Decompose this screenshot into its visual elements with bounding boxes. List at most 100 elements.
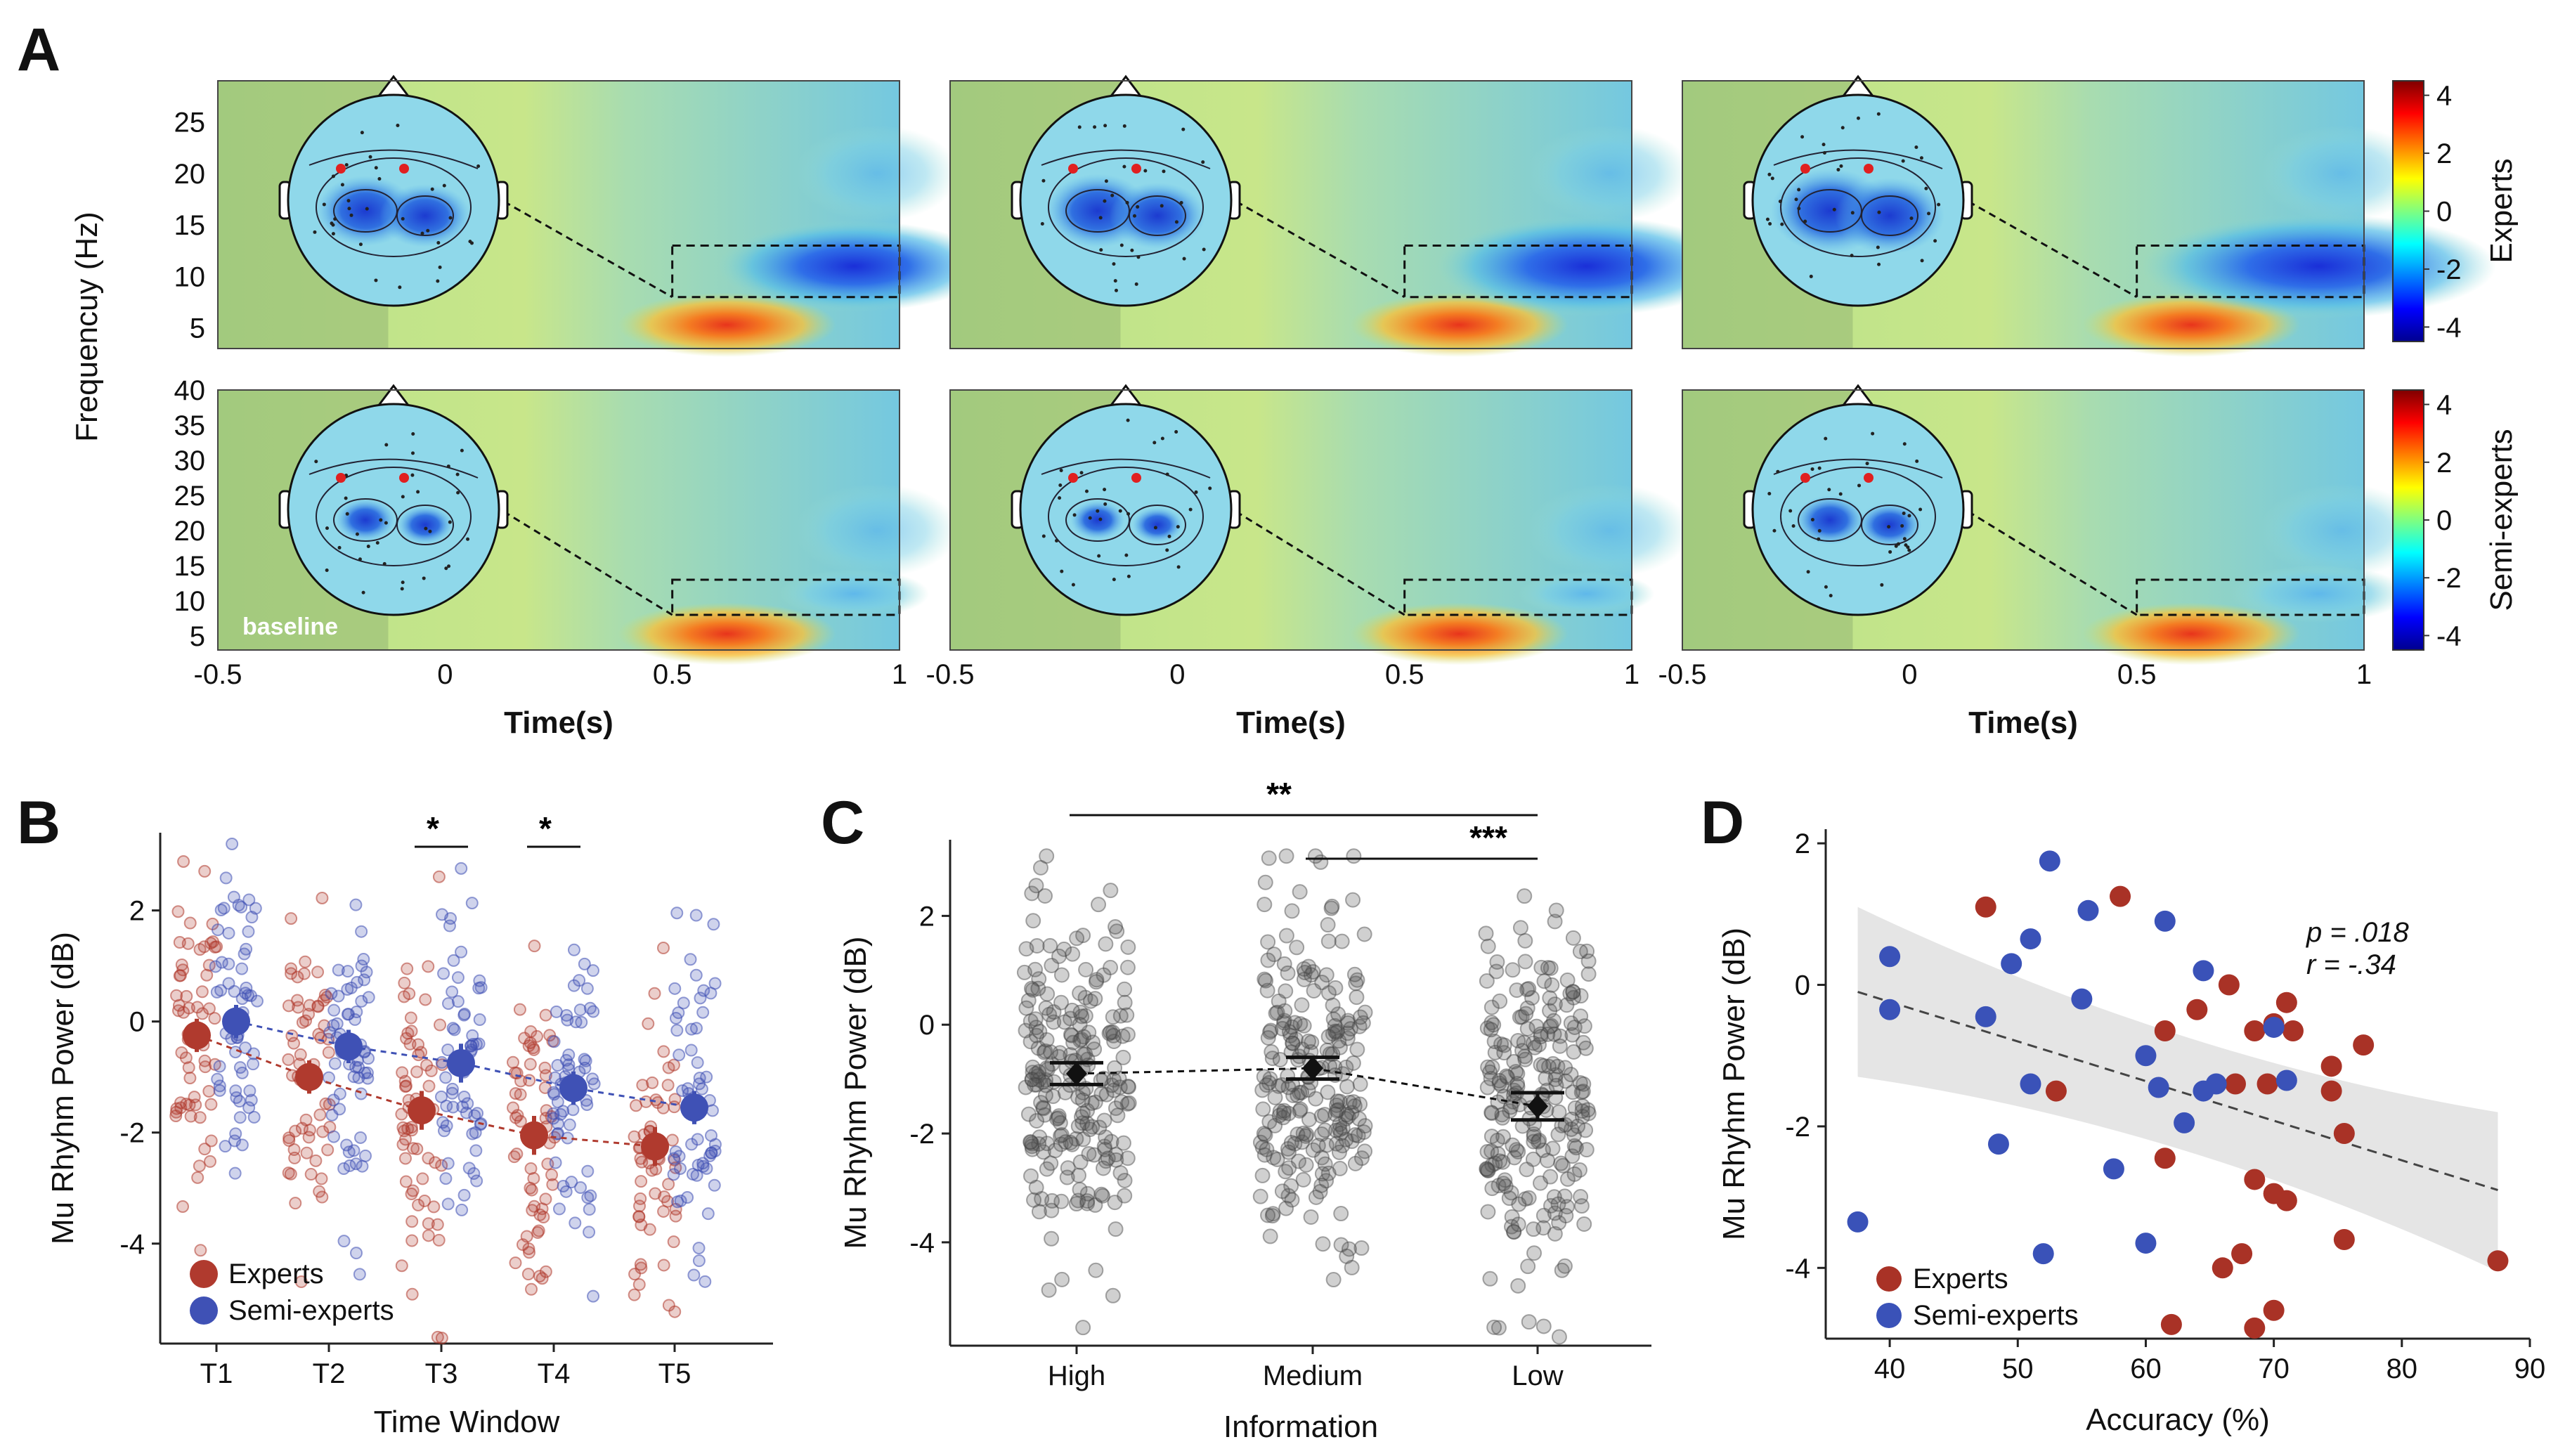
panel-c-dot [1580,1102,1596,1118]
panel-b-dot [562,1058,576,1072]
panel-b-dot [333,1103,346,1116]
panel-c-dot [1547,1205,1563,1221]
panel-d-point [2275,1070,2297,1091]
panel-b-dot [309,1154,323,1167]
panel-c-dot [1266,1150,1282,1166]
panel-c-dot [1044,1230,1060,1247]
panel-c-dot [1487,1155,1503,1171]
panel-b-dot [311,966,325,979]
panel-c-dot [1039,1032,1055,1048]
topo-electrode [1194,490,1198,494]
colorbar-tick: 0 [2436,505,2452,536]
panel-b-xtick: T2 [313,1358,346,1389]
panel-b-dot [658,1190,671,1204]
panel-b-dot [551,1117,564,1131]
panel-c-dot [1287,1015,1303,1031]
panel-c-dot [1483,1143,1500,1159]
panel-c-dot [1051,1108,1067,1124]
topo-electrode [1176,565,1181,569]
panel-b-dot [708,1145,722,1158]
panel-c-sig-star: *** [1469,819,1507,856]
topo-electrode [1060,569,1064,573]
panel-c-dot [1333,1206,1349,1222]
tf-mu-blob [1436,216,1736,317]
topo-electrode [1918,507,1923,512]
tf-beta-blob [795,125,959,222]
panel-d-point [2275,1190,2297,1211]
topo-electrode [1824,585,1828,589]
tf-xtick: 0.5 [1385,659,1424,690]
topo-electrode [1827,488,1831,492]
panel-c-dot [1053,1128,1069,1144]
panel-b-dot [183,916,197,930]
panel-b-dot [288,1151,301,1164]
tf-xtick: 0 [1169,659,1185,690]
panel-c-dot [1056,941,1072,957]
panel-c-dot [1072,1154,1089,1170]
panel-d-point [2487,1250,2509,1272]
panel-c-dot [1278,848,1294,864]
panel-b-dot [209,960,222,973]
panel-d-xtick: 70 [2258,1353,2290,1384]
topo-contour [1048,467,1204,566]
panel-c-dot [1027,1077,1043,1093]
panel-c-dot [1480,1162,1496,1178]
panel-b-dot [321,1143,335,1157]
panel-d-annotation-p: p = .018 [2306,917,2409,948]
panel-c-dot [1282,1027,1299,1044]
panel-c-dot [1509,1065,1526,1081]
panel-c-dot [1086,1041,1103,1058]
panel-c-dot [1576,1034,1592,1051]
panel-c-dot [1255,1101,1271,1117]
panel-c-dot [1497,1172,1513,1188]
panel-c-dot [1049,1111,1065,1127]
panel-c-dot [1519,982,1535,998]
topo-electrode [1822,150,1826,155]
topo-electrode [1896,542,1900,546]
panel-c-dot [1292,1016,1309,1032]
panel-c-dot [1334,933,1350,949]
panel-c-dot [1276,1013,1292,1029]
topo-electrode [1160,436,1164,441]
panel-b-dot [465,897,479,910]
panel-b-dot [662,1061,675,1074]
panel-c-dot [1081,1025,1097,1041]
topo-electrode [1909,216,1914,221]
panel-c-dot [1552,1028,1569,1044]
panel-c-dot [1028,1027,1044,1044]
panel-c-dot [1261,850,1277,866]
panel-d-point [2154,1020,2176,1041]
panel-b-dot [193,1159,206,1173]
topo-nose [377,74,410,98]
panel-d-point [2263,1016,2285,1038]
panel-c-dot [1052,1045,1068,1061]
panel-c-dot [1031,1204,1047,1220]
panel-b-dot [242,1101,256,1114]
panel-c-dot [1573,1008,1589,1025]
panel-c-dot [1489,1132,1505,1148]
topo-connector [1947,188,2138,299]
panel-b-dot [563,1118,576,1131]
topo-electrode [382,561,387,566]
panel-d-point [2244,1169,2266,1190]
panel-c-dot [1121,1095,1137,1111]
panel-c-dot [1565,984,1581,1000]
panel-b-dot [567,979,580,992]
panel-b-dot [405,1234,419,1247]
panel-d-point [2039,850,2060,872]
panel-c-dot [1570,1118,1586,1134]
panel-c-dot [1252,1188,1268,1204]
panel-b-dot [247,1058,260,1071]
panel-c-dot [1036,1100,1052,1117]
panel-c-dot [1533,1175,1549,1191]
panel-c-dot [1496,1088,1512,1105]
topo-electrode [1152,441,1157,445]
topo-nose [1841,74,1875,98]
panel-c-dot [1495,1129,1512,1145]
tf-beta-blob [795,483,959,578]
panel-c-dot [1313,1177,1330,1193]
panel-c-dot [1025,1065,1041,1081]
tf-xtick: 0 [1902,659,1917,690]
panel-c-dot [1262,1228,1278,1244]
topo-electrode [1058,496,1062,500]
